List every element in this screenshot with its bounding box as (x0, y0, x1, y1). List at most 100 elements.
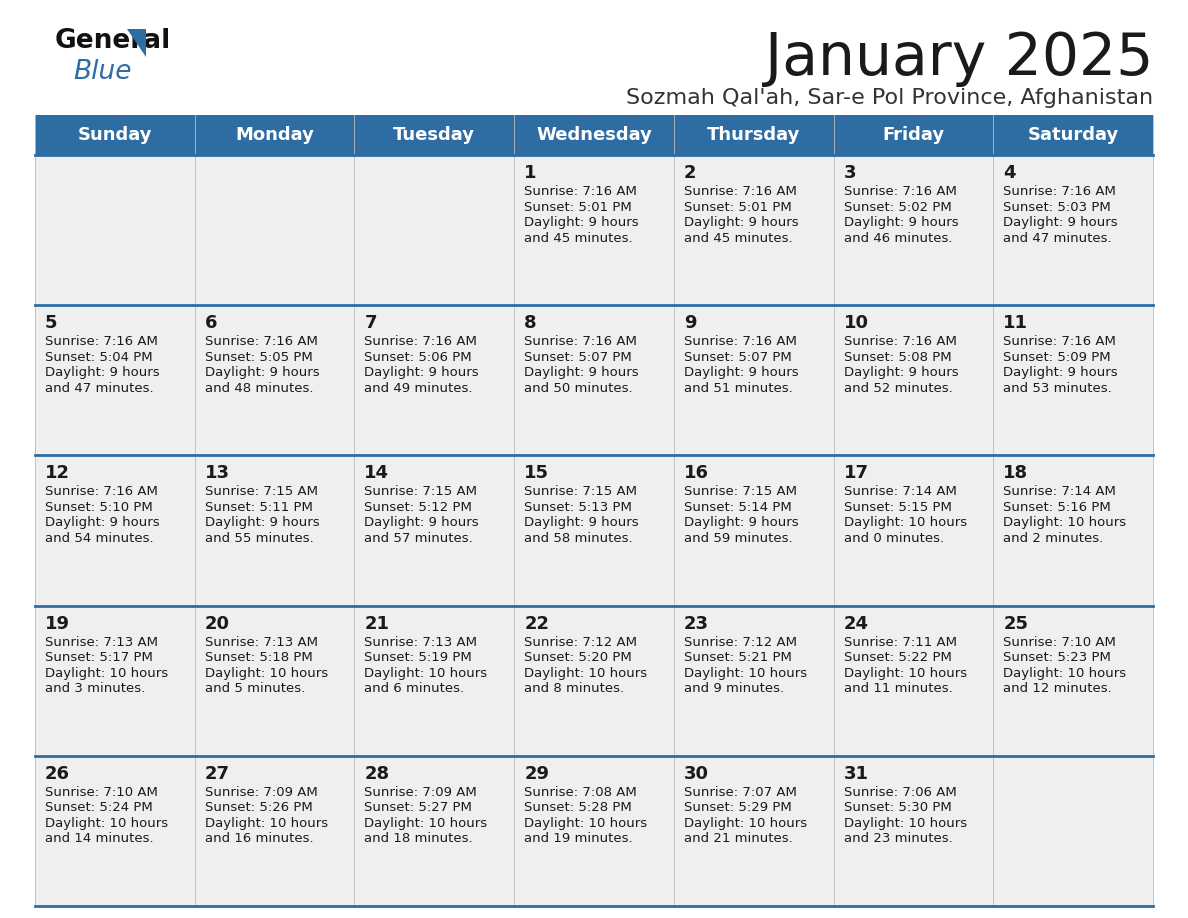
Text: Blue: Blue (72, 59, 132, 85)
Text: Daylight: 9 hours: Daylight: 9 hours (45, 517, 159, 530)
Text: Daylight: 9 hours: Daylight: 9 hours (524, 517, 639, 530)
Text: Daylight: 10 hours: Daylight: 10 hours (524, 666, 647, 679)
Polygon shape (127, 29, 146, 57)
Text: and 57 minutes.: and 57 minutes. (365, 532, 473, 545)
Text: 12: 12 (45, 465, 70, 482)
Text: Daylight: 9 hours: Daylight: 9 hours (843, 366, 959, 379)
Text: Saturday: Saturday (1028, 126, 1119, 144)
Text: Sunset: 5:04 PM: Sunset: 5:04 PM (45, 351, 152, 364)
Text: Sunrise: 7:16 AM: Sunrise: 7:16 AM (843, 185, 956, 198)
Text: Sunset: 5:19 PM: Sunset: 5:19 PM (365, 651, 472, 664)
Text: Sunrise: 7:14 AM: Sunrise: 7:14 AM (843, 486, 956, 498)
Text: and 9 minutes.: and 9 minutes. (684, 682, 784, 695)
Text: Daylight: 10 hours: Daylight: 10 hours (365, 817, 487, 830)
Text: Sunrise: 7:15 AM: Sunrise: 7:15 AM (365, 486, 478, 498)
Text: Sunrise: 7:15 AM: Sunrise: 7:15 AM (204, 486, 317, 498)
Text: and 23 minutes.: and 23 minutes. (843, 833, 953, 845)
Text: Daylight: 9 hours: Daylight: 9 hours (204, 366, 320, 379)
Text: and 55 minutes.: and 55 minutes. (204, 532, 314, 545)
Text: Sunrise: 7:16 AM: Sunrise: 7:16 AM (1004, 335, 1117, 348)
Text: 6: 6 (204, 314, 217, 332)
Text: and 12 minutes.: and 12 minutes. (1004, 682, 1112, 695)
Text: 8: 8 (524, 314, 537, 332)
Text: Sunrise: 7:16 AM: Sunrise: 7:16 AM (204, 335, 317, 348)
Text: 23: 23 (684, 614, 709, 633)
Text: Daylight: 9 hours: Daylight: 9 hours (365, 366, 479, 379)
Text: 20: 20 (204, 614, 229, 633)
Text: Sunset: 5:17 PM: Sunset: 5:17 PM (45, 651, 153, 664)
Text: Daylight: 10 hours: Daylight: 10 hours (204, 817, 328, 830)
Text: and 6 minutes.: and 6 minutes. (365, 682, 465, 695)
Text: Sunrise: 7:07 AM: Sunrise: 7:07 AM (684, 786, 797, 799)
Text: Sunrise: 7:08 AM: Sunrise: 7:08 AM (524, 786, 637, 799)
Text: Sunrise: 7:16 AM: Sunrise: 7:16 AM (45, 486, 158, 498)
Text: Thursday: Thursday (707, 126, 801, 144)
Text: 4: 4 (1004, 164, 1016, 182)
Text: Sunset: 5:06 PM: Sunset: 5:06 PM (365, 351, 472, 364)
Text: 16: 16 (684, 465, 709, 482)
Text: Sunrise: 7:13 AM: Sunrise: 7:13 AM (204, 635, 317, 649)
Text: Sunset: 5:29 PM: Sunset: 5:29 PM (684, 801, 791, 814)
Text: Sunrise: 7:09 AM: Sunrise: 7:09 AM (204, 786, 317, 799)
Text: Sunset: 5:08 PM: Sunset: 5:08 PM (843, 351, 952, 364)
Text: and 48 minutes.: and 48 minutes. (204, 382, 314, 395)
Text: Sunset: 5:22 PM: Sunset: 5:22 PM (843, 651, 952, 664)
Text: Sunrise: 7:16 AM: Sunrise: 7:16 AM (684, 335, 797, 348)
Text: Sunset: 5:26 PM: Sunset: 5:26 PM (204, 801, 312, 814)
Text: Sunrise: 7:06 AM: Sunrise: 7:06 AM (843, 786, 956, 799)
Bar (34, 155, 1154, 305)
Text: and 3 minutes.: and 3 minutes. (45, 682, 145, 695)
Text: Daylight: 9 hours: Daylight: 9 hours (684, 216, 798, 229)
Text: 15: 15 (524, 465, 549, 482)
Text: 26: 26 (45, 765, 70, 783)
Text: Sunset: 5:27 PM: Sunset: 5:27 PM (365, 801, 473, 814)
Text: 31: 31 (843, 765, 868, 783)
Text: and 21 minutes.: and 21 minutes. (684, 833, 792, 845)
Text: Daylight: 9 hours: Daylight: 9 hours (45, 366, 159, 379)
Text: Sozmah Qal'ah, Sar-e Pol Province, Afghanistan: Sozmah Qal'ah, Sar-e Pol Province, Afgha… (626, 88, 1154, 108)
Text: and 11 minutes.: and 11 minutes. (843, 682, 953, 695)
Bar (34, 756, 1154, 906)
Text: Daylight: 9 hours: Daylight: 9 hours (843, 216, 959, 229)
Text: Daylight: 9 hours: Daylight: 9 hours (684, 366, 798, 379)
Text: 3: 3 (843, 164, 857, 182)
Text: and 16 minutes.: and 16 minutes. (204, 833, 314, 845)
Text: Sunrise: 7:16 AM: Sunrise: 7:16 AM (524, 185, 637, 198)
Text: Sunset: 5:14 PM: Sunset: 5:14 PM (684, 501, 791, 514)
Text: Sunset: 5:09 PM: Sunset: 5:09 PM (1004, 351, 1111, 364)
Text: 29: 29 (524, 765, 549, 783)
Text: 5: 5 (45, 314, 57, 332)
Text: January 2025: January 2025 (765, 30, 1154, 87)
Bar (34, 455, 1154, 606)
Text: 30: 30 (684, 765, 709, 783)
Text: 2: 2 (684, 164, 696, 182)
Text: and 47 minutes.: and 47 minutes. (45, 382, 153, 395)
Text: Sunrise: 7:13 AM: Sunrise: 7:13 AM (45, 635, 158, 649)
Text: Daylight: 9 hours: Daylight: 9 hours (1004, 366, 1118, 379)
Text: Sunset: 5:07 PM: Sunset: 5:07 PM (524, 351, 632, 364)
Text: Daylight: 9 hours: Daylight: 9 hours (524, 366, 639, 379)
Text: Sunrise: 7:10 AM: Sunrise: 7:10 AM (45, 786, 158, 799)
Text: 14: 14 (365, 465, 390, 482)
Text: Sunrise: 7:14 AM: Sunrise: 7:14 AM (1004, 486, 1117, 498)
Text: Sunset: 5:16 PM: Sunset: 5:16 PM (1004, 501, 1111, 514)
Text: Daylight: 10 hours: Daylight: 10 hours (1004, 517, 1126, 530)
Text: Daylight: 10 hours: Daylight: 10 hours (1004, 666, 1126, 679)
Text: 24: 24 (843, 614, 868, 633)
Text: Daylight: 10 hours: Daylight: 10 hours (204, 666, 328, 679)
Text: and 18 minutes.: and 18 minutes. (365, 833, 473, 845)
Text: Sunrise: 7:16 AM: Sunrise: 7:16 AM (1004, 185, 1117, 198)
Text: 11: 11 (1004, 314, 1029, 332)
Text: and 53 minutes.: and 53 minutes. (1004, 382, 1112, 395)
Text: and 49 minutes.: and 49 minutes. (365, 382, 473, 395)
Text: and 2 minutes.: and 2 minutes. (1004, 532, 1104, 545)
Text: Sunset: 5:28 PM: Sunset: 5:28 PM (524, 801, 632, 814)
Text: 1: 1 (524, 164, 537, 182)
Text: Daylight: 10 hours: Daylight: 10 hours (843, 666, 967, 679)
Text: Sunset: 5:13 PM: Sunset: 5:13 PM (524, 501, 632, 514)
Text: 27: 27 (204, 765, 229, 783)
Text: Daylight: 9 hours: Daylight: 9 hours (365, 517, 479, 530)
Text: Sunset: 5:30 PM: Sunset: 5:30 PM (843, 801, 952, 814)
Text: Sunset: 5:05 PM: Sunset: 5:05 PM (204, 351, 312, 364)
Text: Sunset: 5:07 PM: Sunset: 5:07 PM (684, 351, 791, 364)
